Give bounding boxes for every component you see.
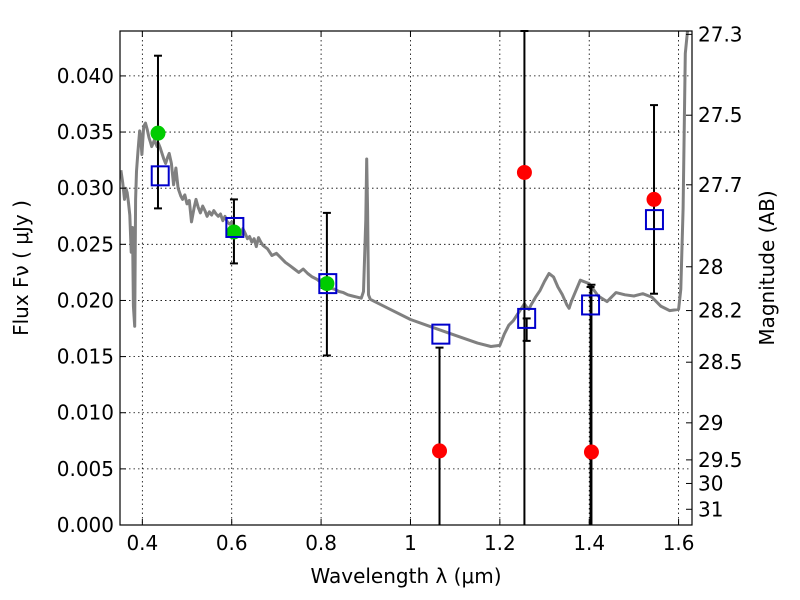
plot-frame (119, 30, 693, 526)
x-tick-label: 1.2 (484, 531, 516, 555)
mag-tick-label: 27.5 (698, 103, 743, 127)
y-tick-label: 0.015 (57, 345, 114, 369)
mag-tick-label: 29.5 (698, 448, 743, 472)
mag-tick-label: 31 (698, 497, 723, 521)
grid-lines (120, 31, 692, 526)
x-tick-label: 0.8 (305, 531, 337, 555)
mag-tick-label: 27.7 (698, 173, 743, 197)
observed-point-red (583, 444, 599, 460)
observed-point-red (646, 191, 662, 207)
axis-ticks: 0.4 0.6 0.8 1 1.2 1.4 1.6 0.000 0.005 0.010 0.015 0… (57, 22, 743, 555)
model-photometry-square (581, 294, 601, 316)
y-tick-label: 0.005 (57, 457, 114, 481)
observed-point-green (319, 276, 335, 292)
y-tick-label: 0.040 (57, 64, 114, 88)
mag-tick-label: 30 (698, 471, 723, 495)
mag-tick-label: 29 (698, 411, 723, 435)
model-photometry-square (517, 307, 537, 329)
model-photometry-square (431, 323, 451, 345)
y-axis-title: Flux Fν ( μJy ) (9, 200, 33, 336)
y-tick-label: 0.030 (57, 176, 114, 200)
x-tick-label: 1 (404, 531, 417, 555)
model-photometry-square (318, 273, 338, 295)
model-spectrum-line (120, 31, 689, 348)
mag-tick-label: 28 (698, 255, 723, 279)
y-tick-label: 0.020 (57, 288, 114, 312)
observed-point-red (432, 443, 448, 459)
y2-axis-title: Magnitude (AB) (755, 190, 779, 345)
mag-tick-label: 28.2 (698, 299, 743, 323)
mag-tick-label: 27.3 (698, 22, 743, 46)
x-tick-label: 0.6 (216, 531, 248, 555)
y-tick-label: 0.025 (57, 232, 114, 256)
x-tick-label: 1.6 (663, 531, 695, 555)
model-photometry-square (644, 209, 664, 231)
model-photometry-square (150, 165, 170, 187)
plot-content (120, 30, 689, 525)
y-tick-label: 0.000 (57, 513, 114, 537)
x-axis-title: Wavelength λ (μm) (310, 564, 501, 588)
y-tick-label: 0.010 (57, 401, 114, 425)
model-photometry-square (225, 216, 245, 238)
observed-point-green (150, 125, 166, 141)
observed-point-red (516, 164, 532, 180)
mag-tick-label: 28.5 (698, 350, 743, 374)
observed-point-green (226, 224, 242, 240)
plot-area (120, 31, 689, 348)
x-tick-label: 0.4 (126, 531, 158, 555)
x-tick-label: 1.4 (573, 531, 605, 555)
y-tick-label: 0.035 (57, 120, 114, 144)
